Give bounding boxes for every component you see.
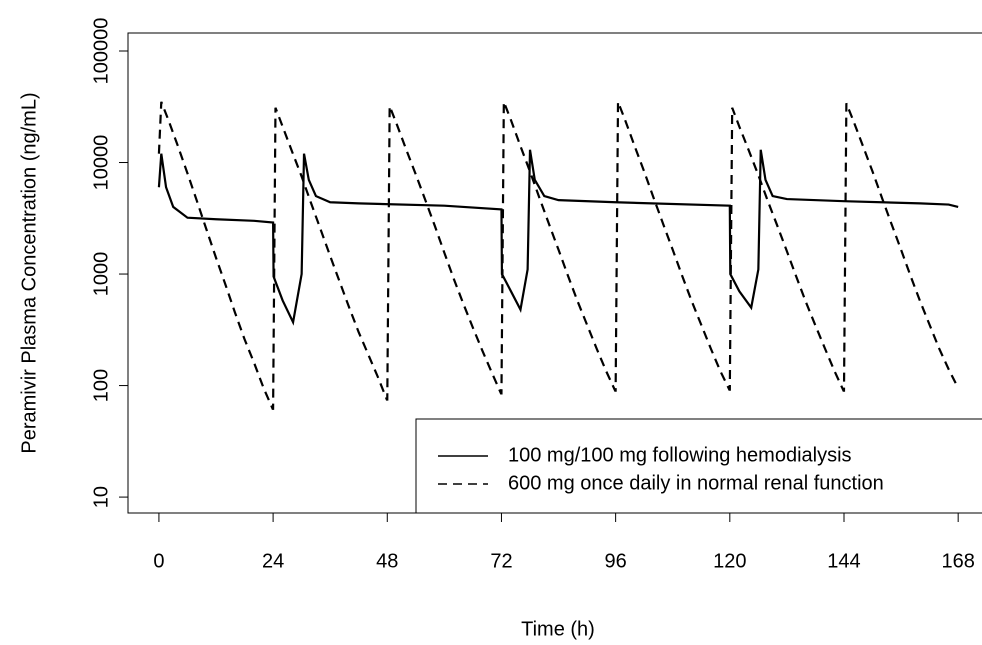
x-tick-label: 0 [153,550,164,572]
y-tick-label: 10 [90,486,112,508]
x-axis-label: Time (h) [521,618,595,640]
x-tick-label: 96 [605,550,627,572]
x-tick-label: 120 [713,550,746,572]
y-tick-label: 10000 [90,135,112,191]
y-tick-label: 100000 [90,18,112,85]
legend-label: 100 mg/100 mg following hemodialysis [508,444,852,466]
y-tick-label: 1000 [90,252,112,297]
x-tick-label: 168 [941,550,974,572]
x-tick-label: 24 [262,550,284,572]
series-line [157,149,959,326]
legend-box [415,418,982,514]
x-tick-label: 144 [827,550,860,572]
y-axis-label: Peramivir Plasma Concentration (ng/mL) [18,92,40,453]
legend-label: 600 mg once daily in normal renal functi… [508,472,884,494]
x-tick-label: 72 [490,550,512,572]
x-tick-label: 48 [376,550,398,572]
series-line [157,101,960,410]
y-tick-label: 100 [90,369,112,402]
